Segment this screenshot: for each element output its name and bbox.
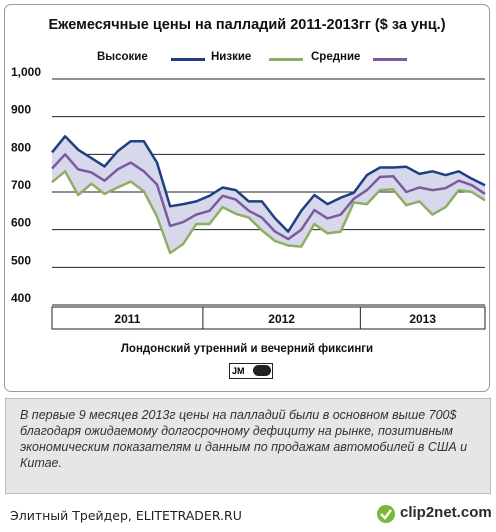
x-tick-label-year: 2011 [114, 312, 140, 326]
y-tick-label: 800 [11, 140, 31, 154]
y-tick-label: 1,000 [11, 65, 41, 79]
clip2net-icon [377, 505, 395, 523]
y-tick-label: 500 [11, 253, 31, 267]
chart-frame: Ежемесячные цены на палладий 2011-2013гг… [4, 4, 490, 392]
legend-item-avg: Средние [311, 51, 407, 63]
legend-label-high: Высокие [97, 51, 148, 63]
series-line-avg [51, 153, 486, 241]
note-text: В первые 9 месяцев 2013г цены на паллади… [20, 408, 468, 470]
x-axis-box [51, 306, 486, 330]
series-line-high [51, 135, 486, 233]
x-tick-label-year: 2013 [409, 312, 436, 326]
legend-item-low: Низкие [211, 51, 303, 63]
clip2net-logo[interactable]: clip2net.com [376, 502, 492, 526]
clip2net-text: clip2net.com [400, 504, 492, 521]
legend-swatch-high [171, 58, 205, 61]
legend-label-low: Низкие [211, 51, 252, 63]
y-tick-label: 700 [11, 178, 31, 192]
legend-label-avg: Средние [311, 51, 361, 63]
legend-item-high: Высокие [97, 51, 205, 63]
jm-logo-mark [253, 365, 271, 376]
chart-title: Ежемесячные цены на палладий 2011-2013гг… [48, 17, 446, 33]
jm-logo: JM [229, 363, 273, 379]
plot-area: 400 500 600 700 800 900 1,000 2011 2012 2013 [11, 65, 486, 330]
series-line-low [51, 170, 486, 255]
legend-swatch-avg [373, 58, 407, 61]
legend-swatch-low [269, 58, 303, 61]
bottom-bar: Элитный Трейдер, ELITETRADER.RU clip2net… [0, 498, 496, 532]
y-tick-label: 400 [11, 291, 31, 305]
x-axis: 2011 2012 2013 [51, 306, 486, 330]
y-tick-label: 900 [11, 103, 31, 117]
y-axis: 400 500 600 700 800 900 1,000 [11, 65, 41, 305]
x-axis-label: Лондонский утренний и вечерний фиксинги [120, 343, 374, 355]
y-tick-label: 600 [11, 216, 31, 230]
jm-logo-text: JM [232, 366, 245, 376]
note-box: В первые 9 месяцев 2013г цены на паллади… [5, 398, 491, 494]
x-tick-label-year: 2012 [268, 312, 295, 326]
series-group [51, 135, 486, 255]
source-text: Элитный Трейдер, ELITETRADER.RU [10, 508, 242, 523]
